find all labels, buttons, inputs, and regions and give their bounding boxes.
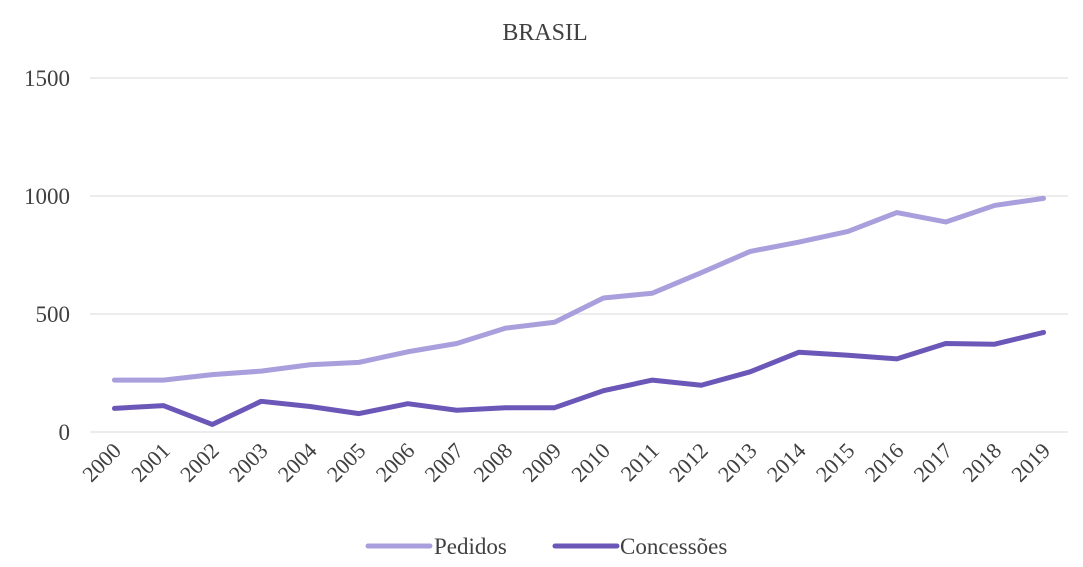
series-line xyxy=(111,195,1047,383)
x-tick-label: 2006 xyxy=(371,438,420,487)
y-axis-ticks: 0 500 1000 1500 xyxy=(24,66,70,445)
x-tick-label: 2017 xyxy=(908,438,957,487)
x-tick-label: 2007 xyxy=(419,438,468,487)
x-tick-label: 2004 xyxy=(273,438,322,487)
x-axis-ticks: 2000 2001 2002 2003 2004 2005 2006 2007 2008 2009… xyxy=(77,438,1055,487)
x-tick-label: 2002 xyxy=(175,438,224,487)
legend: Pedidos Concessões xyxy=(365,534,727,559)
y-tick-label: 0 xyxy=(59,420,71,445)
legend-label: Pedidos xyxy=(434,534,507,559)
y-tick-label: 1500 xyxy=(24,66,70,91)
series-2 xyxy=(111,329,1047,427)
x-tick-label: 2003 xyxy=(224,438,273,487)
x-tick-label: 2009 xyxy=(517,438,566,487)
x-tick-label: 2012 xyxy=(664,438,713,487)
x-tick-label: 2016 xyxy=(860,438,909,487)
x-tick-label: 2013 xyxy=(713,438,762,487)
chart-title: BRASIL xyxy=(502,20,587,46)
x-tick-label: 2000 xyxy=(77,438,126,487)
gridlines xyxy=(90,77,1068,315)
legend-label: Concessões xyxy=(620,534,727,559)
x-tick-label: 2014 xyxy=(762,438,811,487)
x-tick-label: 2011 xyxy=(616,438,664,486)
series-line xyxy=(111,329,1047,427)
x-tick-label: 2010 xyxy=(566,438,615,487)
x-tick-label: 2018 xyxy=(957,438,1006,487)
y-tick-label: 500 xyxy=(36,302,71,327)
x-tick-label: 2001 xyxy=(126,438,175,487)
y-tick-label: 1000 xyxy=(24,184,70,209)
x-tick-label: 2019 xyxy=(1006,438,1055,487)
x-tick-label: 2005 xyxy=(322,438,371,487)
series-lines xyxy=(111,195,1047,427)
x-tick-label: 2008 xyxy=(468,438,517,487)
series-1 xyxy=(111,195,1047,383)
x-tick-label: 2015 xyxy=(811,438,860,487)
